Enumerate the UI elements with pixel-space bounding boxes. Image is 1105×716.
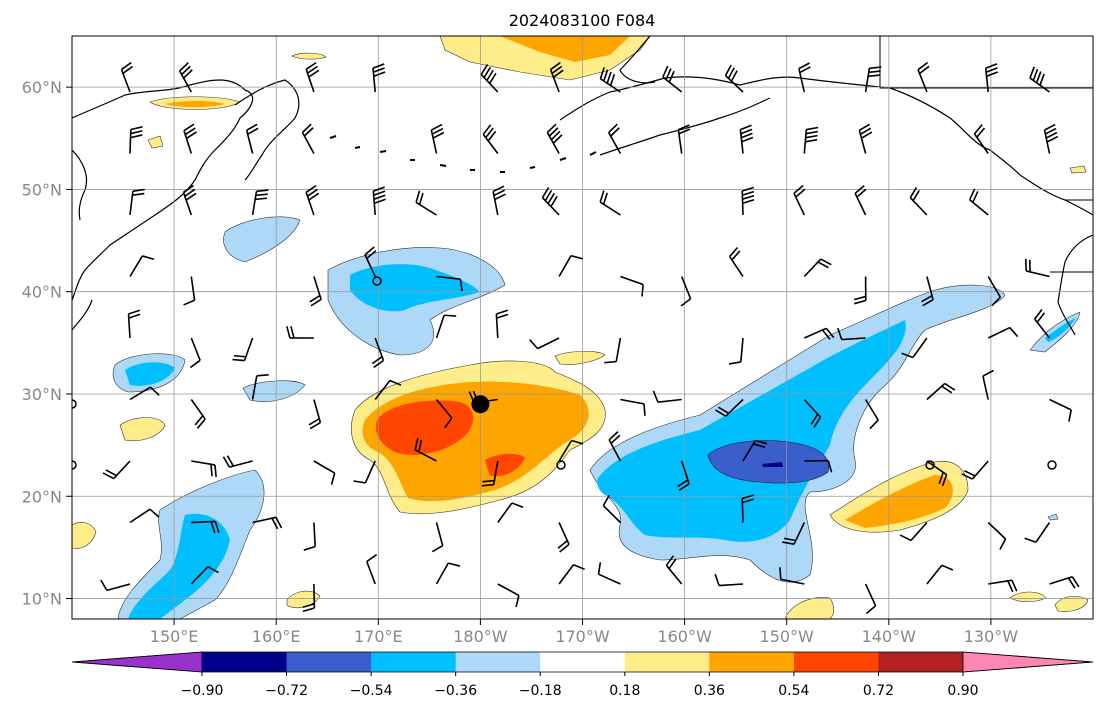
colorbar-tick-label: −0.18: [519, 683, 562, 699]
latitude-label: 50°N: [22, 180, 62, 199]
longitude-label: 160°W: [657, 627, 712, 646]
longitude-label: 160°E: [252, 627, 301, 646]
colorbar-tick-label: 0.72: [863, 683, 894, 699]
colorbar: [72, 652, 1093, 672]
longitude-label: 140°W: [862, 627, 917, 646]
colorbar-segment: [540, 652, 625, 672]
colorbar-segment: [371, 652, 456, 672]
colorbar-segment: [456, 652, 541, 672]
longitude-labels: 150°E 160°E 170°E 180°W 170°W 160°W 150°W 140°W…: [150, 619, 1018, 646]
latitude-label: 10°N: [22, 590, 62, 609]
colorbar-segment: [625, 652, 710, 672]
latitude-label: 60°N: [22, 78, 62, 97]
colorbar-tick-label: 0.90: [947, 683, 978, 699]
colorbar-extend-low: [72, 652, 202, 672]
longitude-label: 180°W: [453, 627, 508, 646]
colorbar-tick-label: 0.36: [694, 683, 725, 699]
map-title: 2024083100 F084: [509, 11, 656, 30]
latitude-labels: 60°N 50°N 40°N 30°N 20°N 10°N: [22, 78, 72, 608]
colorbar-tick-label: −0.72: [265, 683, 308, 699]
colorbar-segment: [287, 652, 372, 672]
longitude-label: 150°W: [760, 627, 815, 646]
colorbar-segment: [202, 652, 287, 672]
colorbar-segment: [878, 652, 963, 672]
storm-center-marker: [471, 395, 489, 413]
colorbar-extend-high: [963, 652, 1093, 672]
colorbar-tick-label: 0.54: [778, 683, 809, 699]
longitude-label: 170°E: [354, 627, 403, 646]
latitude-label: 40°N: [22, 283, 62, 302]
latitude-label: 30°N: [22, 385, 62, 404]
colorbar-tick-label: −0.90: [181, 683, 224, 699]
colorbar-tick-label: 0.18: [609, 683, 640, 699]
map-area: [68, 36, 1093, 619]
colorbar-segment: [794, 652, 879, 672]
colorbar-tick-label: −0.54: [350, 683, 393, 699]
longitude-label: 170°W: [555, 627, 610, 646]
colorbar-tick-labels: −0.90 −0.72 −0.54 −0.36 −0.18 0.18 0.36 0.54 0.7…: [181, 672, 979, 699]
colorbar-segment: [709, 652, 794, 672]
longitude-label: 150°E: [150, 627, 199, 646]
longitude-label: 130°W: [964, 627, 1019, 646]
latitude-label: 20°N: [22, 487, 62, 506]
colorbar-tick-label: −0.36: [434, 683, 477, 699]
